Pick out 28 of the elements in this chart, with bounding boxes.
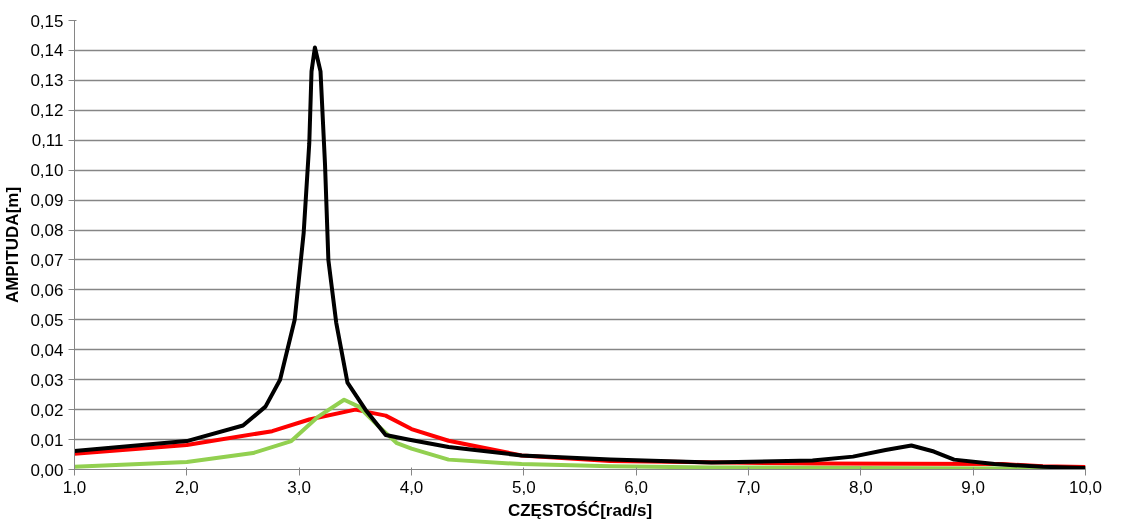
y-tick-label: 0,05 — [30, 310, 64, 330]
y-axis-title: AMPITUDA[m] — [3, 186, 23, 304]
x-tick-label: 7,0 — [736, 477, 761, 497]
y-tick-label: 0,03 — [30, 370, 64, 390]
y-tick-label: 0,09 — [30, 191, 64, 211]
x-tick-label: 3,0 — [287, 477, 311, 497]
y-tick-label: 0,15 — [30, 11, 64, 31]
x-tick-label: 9,0 — [961, 477, 985, 497]
y-tick-label: 0,06 — [30, 280, 64, 300]
y-tick-label: 0,04 — [30, 340, 64, 360]
y-tick-label: 0,11 — [31, 131, 64, 151]
x-tick-label: 4,0 — [399, 477, 424, 497]
y-tick-label: 0,10 — [30, 161, 64, 181]
y-tick-label: 0,02 — [30, 400, 64, 420]
x-axis-title: CZĘSTOŚĆ[rad/s] — [507, 500, 653, 520]
x-tick-label: 5,0 — [512, 477, 536, 497]
x-tick-label: 2,0 — [175, 477, 199, 497]
y-tick-label: 0,08 — [30, 221, 64, 241]
y-tick-label: 0,12 — [30, 101, 64, 121]
y-tick-label: 0,13 — [30, 71, 64, 91]
y-tick-label: 0,14 — [30, 41, 64, 61]
y-tick-label: 0,07 — [30, 250, 64, 270]
x-tick-label: 10,0 — [1068, 477, 1103, 497]
y-tick-label: 0,01 — [30, 430, 64, 450]
x-tick-label: 6,0 — [624, 477, 648, 497]
x-tick-label: 1,0 — [62, 477, 87, 497]
x-tick-label: 8,0 — [849, 477, 873, 497]
y-tick-label: 0,00 — [30, 460, 64, 480]
